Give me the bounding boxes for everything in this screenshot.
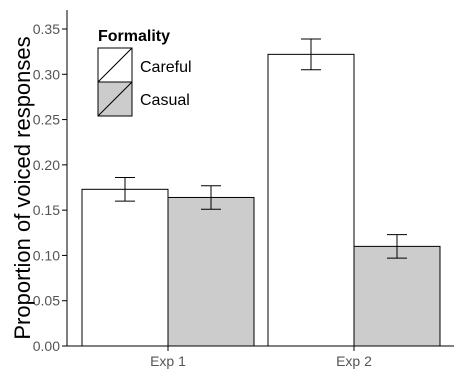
legend-label-careful: Careful <box>140 59 192 76</box>
y-tick-label: 0.10 <box>33 247 60 263</box>
x-axis-ticks: Exp 1 Exp 2 <box>150 346 372 369</box>
legend-label-casual: Casual <box>140 92 190 109</box>
error-bars-layer <box>115 38 407 259</box>
x-tick-label: Exp 1 <box>150 353 186 369</box>
bar-casual-exp-1 <box>167 196 255 347</box>
bar-careful-exp-1 <box>81 188 169 347</box>
bars-layer <box>81 53 441 347</box>
legend-swatch-casual-slash <box>97 81 133 117</box>
bar-careful-exp-2 <box>267 53 355 347</box>
y-axis-title: Proportion of voiced responses <box>10 36 35 339</box>
y-tick-label: 0.25 <box>33 112 60 128</box>
y-tick-label: 0.30 <box>33 66 60 82</box>
y-tick-label: 0.00 <box>33 338 60 354</box>
legend-title: Formality <box>98 28 170 45</box>
y-tick-label: 0.35 <box>33 21 60 37</box>
y-tick-label: 0.20 <box>33 157 60 173</box>
legend: Formality Careful Casual <box>97 28 192 117</box>
y-axis-ticks: 0.00 0.05 0.10 0.15 0.20 0.25 0.30 0.35 <box>33 21 67 354</box>
bar-casual-exp-2 <box>353 245 441 347</box>
y-tick-label: 0.05 <box>33 293 60 309</box>
y-tick-label: 0.15 <box>33 202 60 218</box>
legend-swatch-careful-slash <box>97 47 133 83</box>
x-tick-label: Exp 2 <box>336 353 372 369</box>
